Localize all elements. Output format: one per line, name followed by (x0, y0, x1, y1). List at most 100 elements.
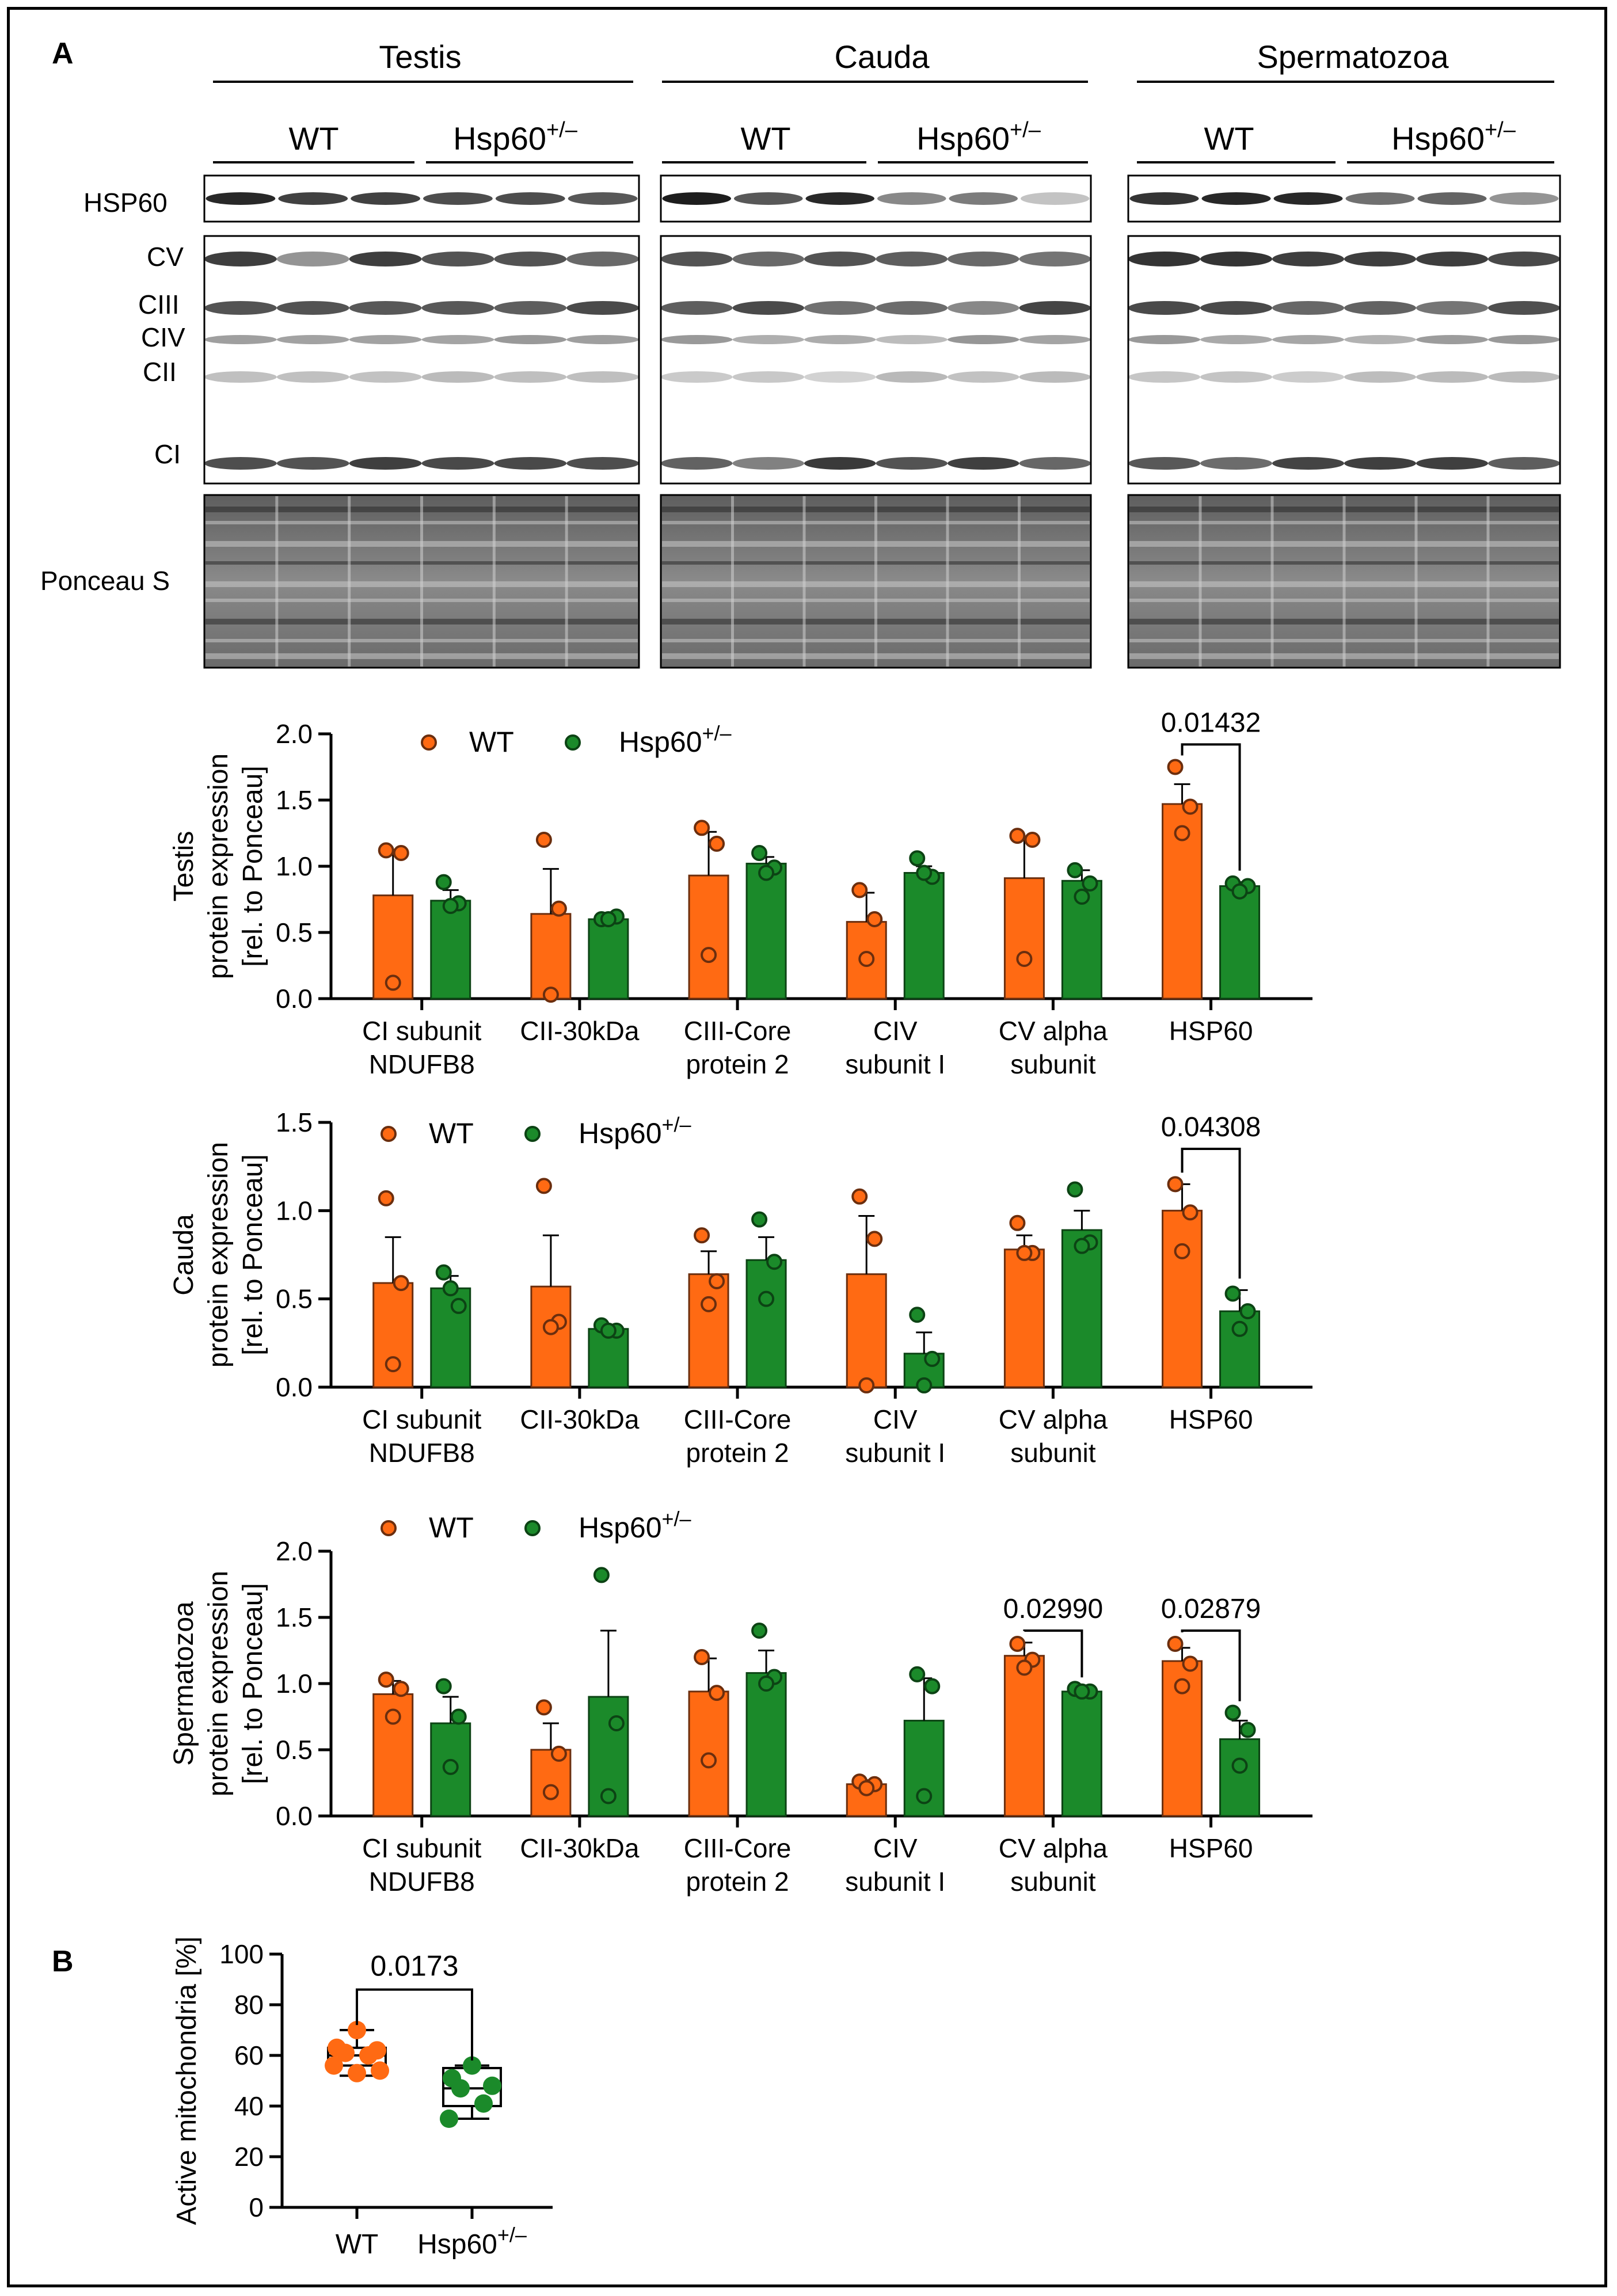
x-tick-label: HSP60 (1169, 1833, 1253, 1863)
legend-wt-marker (421, 734, 437, 751)
data-point (378, 842, 394, 859)
bar-wt (688, 1273, 729, 1388)
blot-band (204, 301, 277, 315)
blot-band (421, 335, 494, 344)
data-point (1167, 759, 1184, 775)
blot-band (1272, 457, 1344, 470)
data-point (751, 1211, 768, 1228)
blot-band (1416, 335, 1488, 344)
data-point (385, 974, 401, 991)
section-spermatozoa: Spermatozoa (1257, 39, 1449, 75)
blot-band (661, 457, 733, 470)
y-tick-label: 100 (219, 1939, 264, 1969)
blot-oxphos (1127, 235, 1561, 485)
data-point (359, 2046, 378, 2065)
significance-bracket (1023, 1629, 1083, 1678)
group-het-cauda: Hsp60+/– (916, 118, 1041, 157)
blot-band (732, 252, 804, 266)
data-point (393, 1275, 409, 1292)
blot-band (1416, 301, 1488, 315)
data-point (858, 951, 875, 967)
blot-band (1488, 457, 1560, 470)
blot-band (276, 457, 349, 470)
blot-band (948, 457, 1019, 470)
section-cauda: Cauda (834, 39, 930, 75)
blot-band (661, 252, 733, 266)
blot-band (566, 457, 639, 470)
blot-band (494, 301, 567, 315)
y-tick-label: 0.5 (276, 1284, 313, 1314)
data-point (600, 1788, 617, 1804)
bar-het (1219, 885, 1261, 1000)
significance-bracket (1181, 1629, 1241, 1701)
y-axis-label: Active mitochondria [%] (172, 1936, 202, 2225)
data-point (924, 1350, 941, 1367)
blot-band (349, 335, 422, 344)
blot-band (494, 371, 567, 383)
row-label-cii: CII (143, 357, 177, 387)
blot-band (733, 192, 803, 205)
data-point (451, 2079, 470, 2098)
data-point (909, 1666, 926, 1682)
legend-wt-label: WT (429, 1117, 474, 1149)
y-tick-label: 0.0 (276, 1801, 313, 1831)
bar-wt (530, 1285, 572, 1388)
y-axis-label: Spermatozoa (169, 1601, 199, 1766)
data-point (550, 900, 567, 917)
data-point (435, 874, 452, 890)
data-point (694, 1227, 710, 1244)
data-point (701, 1296, 717, 1312)
data-point (378, 1190, 394, 1206)
legend-het-label: Hsp60+/– (619, 721, 732, 758)
blot-band (661, 301, 733, 315)
blot-band (1201, 192, 1271, 205)
blot-band (1019, 457, 1091, 470)
x-tick-label: CII-30kDa (520, 1404, 639, 1434)
data-point (851, 1188, 868, 1205)
significance-bracket (1181, 1148, 1241, 1279)
data-point (435, 1264, 452, 1281)
blot-oxphos (660, 235, 1092, 485)
x-tick-label: protein 2 (686, 1049, 789, 1079)
data-point (1174, 1678, 1190, 1695)
data-point (709, 1685, 725, 1701)
data-point (751, 1623, 768, 1639)
legend-wt-marker (381, 1520, 397, 1536)
blot-band (1416, 252, 1488, 266)
data-point (758, 1676, 775, 1692)
data-point (1174, 1243, 1190, 1259)
group-het-testis: Hsp60+/– (453, 118, 578, 157)
row-label-hsp60: HSP60 (83, 188, 168, 218)
blot-band (276, 335, 349, 344)
data-point (709, 1273, 725, 1289)
blot-band (948, 252, 1019, 266)
legend-het-marker (524, 1126, 541, 1142)
group-het-spermatozoa: Hsp60+/– (1391, 118, 1516, 157)
data-point (371, 2061, 389, 2080)
data-point (866, 911, 883, 927)
data-point (1074, 888, 1090, 905)
blot-band (1272, 252, 1344, 266)
blot-band (421, 457, 494, 470)
blot-row-labels: HSP60 CV CIII CIV CII CI Ponceau S (40, 188, 185, 596)
y-tick-label: 0.0 (276, 984, 313, 1014)
data-point (701, 1752, 717, 1769)
blot-band (1272, 335, 1344, 344)
blot-band (1344, 457, 1416, 470)
blot-band (805, 192, 875, 205)
x-tick-label: CIII-Core (684, 1833, 792, 1863)
blot-band (1488, 301, 1560, 315)
blot-band (276, 301, 349, 315)
blot-band (1344, 371, 1416, 383)
bar-het (588, 1328, 629, 1388)
y-tick-label: 60 (234, 2040, 264, 2070)
blot-hsp60 (660, 174, 1092, 223)
data-point (463, 2056, 481, 2075)
legend-het-label: Hsp60+/– (579, 1507, 691, 1544)
bar-het (745, 862, 787, 1000)
blot-band (662, 192, 732, 205)
x-tick-label: CIV (873, 1016, 918, 1046)
bar-wt (1003, 1655, 1045, 1817)
